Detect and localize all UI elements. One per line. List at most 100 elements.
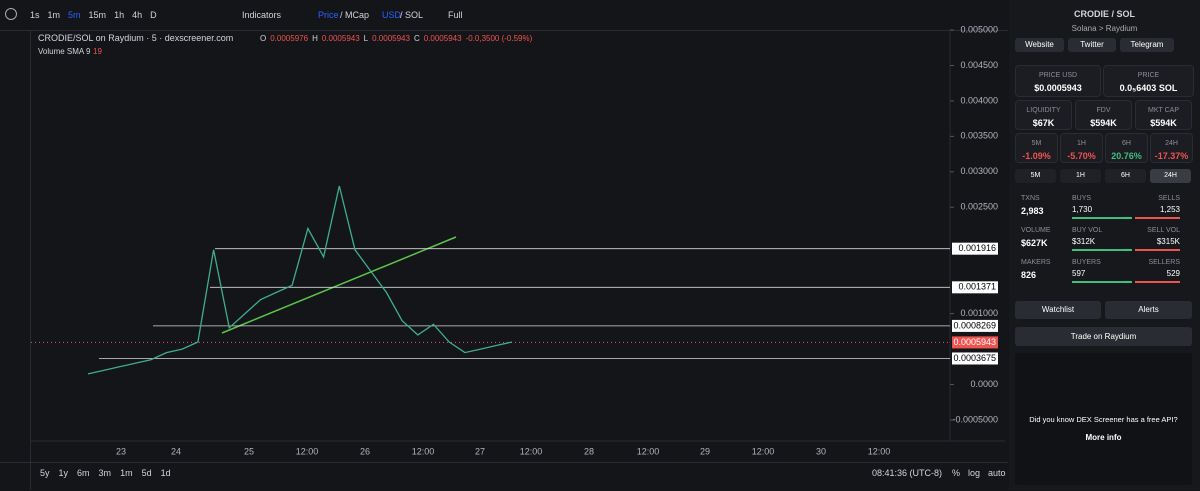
x-tick-label: 26 bbox=[360, 446, 370, 456]
link-button[interactable]: Twitter bbox=[1068, 38, 1116, 52]
ohlc-value: 0.0005943 bbox=[321, 34, 360, 43]
scale-option[interactable]: auto bbox=[988, 468, 1006, 478]
price-toggle[interactable]: Price bbox=[318, 10, 339, 20]
value: 0.0₅6403 SOL bbox=[1119, 83, 1178, 93]
range-button[interactable]: 3m bbox=[98, 468, 112, 478]
current-price-tag bbox=[952, 336, 998, 349]
sell-bar bbox=[1135, 249, 1180, 251]
alerts-button[interactable]: Alerts bbox=[1105, 301, 1192, 319]
pair-header: CRODIE / SOL bbox=[1009, 9, 1200, 19]
period-tab[interactable]: 24H bbox=[1150, 169, 1191, 183]
price-box: PRICE 0.0₅6403 SOL bbox=[1103, 65, 1194, 97]
api-text: Did you know DEX Screener has a free API… bbox=[1029, 415, 1178, 424]
y-tick-label: 0.003500 bbox=[960, 131, 998, 141]
y-tick-label: 0.004500 bbox=[960, 60, 998, 70]
link-button[interactable]: Website bbox=[1015, 38, 1064, 52]
y-tick-label: 0.001000 bbox=[960, 308, 998, 318]
level-label: 0.001371 bbox=[958, 282, 996, 292]
change-box: 5M -1.09% bbox=[1015, 133, 1058, 163]
stat-label: TXNS bbox=[1021, 195, 1040, 202]
label: 24H bbox=[1165, 140, 1178, 147]
label: 6H bbox=[1122, 140, 1131, 147]
level-tag bbox=[952, 352, 998, 365]
x-tick-label: 25 bbox=[244, 446, 254, 456]
label: PRICE USD bbox=[1038, 72, 1078, 79]
level-label: 0.0003675 bbox=[953, 353, 996, 363]
y-tick-label: 0.002500 bbox=[960, 202, 998, 212]
indicators-button[interactable]: Indicators bbox=[242, 10, 282, 20]
x-tick-label: 12:00 bbox=[752, 446, 775, 456]
buy-bar bbox=[1072, 281, 1132, 283]
interval-button[interactable]: 1s bbox=[30, 10, 40, 20]
stat-label: BUYS bbox=[1072, 195, 1092, 202]
mcap-toggle[interactable]: / MCap bbox=[340, 10, 370, 20]
ohlc-key: H bbox=[312, 34, 318, 43]
price-chart: 0.005000 0.004500 0.004000 0.003500 0.003000… bbox=[31, 24, 1005, 456]
interval-button[interactable]: 1m bbox=[47, 10, 61, 20]
period-tab[interactable]: 1H bbox=[1060, 169, 1101, 183]
interval-button[interactable]: 15m bbox=[88, 10, 107, 20]
x-tick-label: 12:00 bbox=[868, 446, 891, 456]
range-button[interactable]: 6m bbox=[77, 468, 90, 478]
stat-value: $315K bbox=[1156, 237, 1180, 246]
ohlc-value: 0.0005943 bbox=[423, 34, 462, 43]
level-label: 0.0008269 bbox=[953, 320, 996, 330]
metric-box: MKT CAP $594K bbox=[1135, 100, 1192, 130]
ohlc-key: L bbox=[363, 34, 369, 43]
x-tick-label: 12:00 bbox=[520, 446, 543, 456]
ohlc-legend: O 0.0005976 H 0.0005943 L 0.0005943 C 0.0005943… bbox=[260, 34, 532, 43]
label: LIQUIDITY bbox=[1026, 107, 1061, 114]
ohlc-value: 0.0005976 bbox=[270, 34, 309, 43]
value: $67K bbox=[1032, 118, 1055, 128]
interval-button[interactable]: D bbox=[150, 10, 157, 20]
volume-label: Volume SMA 9 bbox=[38, 47, 91, 56]
x-tick-label: 29 bbox=[700, 446, 710, 456]
range-button[interactable]: 1d bbox=[160, 468, 171, 478]
y-tick-label: 0.0000 bbox=[970, 379, 998, 389]
sol-toggle[interactable]: / SOL bbox=[400, 10, 424, 20]
period-tab[interactable]: 6H bbox=[1105, 169, 1146, 183]
label: MKT CAP bbox=[1148, 107, 1179, 114]
watchlist-button[interactable]: Watchlist bbox=[1015, 301, 1101, 319]
stat-label: VOLUME bbox=[1021, 227, 1051, 234]
api-panel: Did you know DEX Screener has a free API… bbox=[1015, 353, 1192, 485]
dex: Raydium bbox=[1105, 24, 1138, 33]
period-tab[interactable]: 5M bbox=[1015, 169, 1056, 183]
range-button[interactable]: 5d bbox=[141, 468, 152, 478]
stat-label: BUY VOL bbox=[1072, 227, 1103, 234]
range-button[interactable]: 1y bbox=[58, 468, 69, 478]
scale-option[interactable]: % bbox=[952, 468, 961, 478]
stat-value: $627K bbox=[1021, 238, 1048, 248]
fullscreen-button[interactable]: Full bbox=[448, 10, 463, 20]
price-line bbox=[87, 185, 513, 375]
bottom-bar: 5y 1y 6m 3m 1m 5d 1d 08:41:36 (UTC-8) % log auto bbox=[0, 462, 1008, 491]
label: PRICE bbox=[1137, 72, 1160, 79]
change-box: 1H -5.70% bbox=[1060, 133, 1103, 163]
scale-option[interactable]: log bbox=[968, 468, 981, 478]
y-tick-label: 0.004000 bbox=[960, 95, 998, 105]
usd-toggle[interactable]: USD bbox=[382, 10, 402, 20]
chart-title: CRODIE/SOL on Raydium · 5 · dexscreener.… bbox=[38, 33, 234, 43]
stat-value: 1,253 bbox=[1159, 205, 1180, 214]
toolbar: 1s 1m 5m 15m 1h 4h D Indicators Price / MCap U… bbox=[0, 0, 1008, 31]
range-button[interactable]: 1m bbox=[120, 468, 133, 478]
x-tick-label: 23 bbox=[116, 446, 126, 456]
interval-button[interactable]: 4h bbox=[132, 10, 143, 20]
scale-options: % log auto bbox=[952, 468, 1006, 478]
ohlc-value: 0.0005943 bbox=[372, 34, 410, 43]
link-button[interactable]: Telegram bbox=[1120, 38, 1174, 52]
trade-button[interactable]: Trade on Raydium bbox=[1015, 327, 1192, 346]
value: -5.70% bbox=[1067, 151, 1096, 161]
quote-name: / SOL bbox=[1111, 9, 1136, 19]
price-usd-box: PRICE USD $0.0005943 bbox=[1015, 65, 1101, 97]
sell-bar bbox=[1135, 217, 1180, 219]
x-tick-label: 30 bbox=[816, 446, 826, 456]
stat-label: SELLERS bbox=[1148, 259, 1180, 266]
interval-button[interactable]: 5m bbox=[68, 10, 81, 20]
trend-line bbox=[221, 236, 457, 334]
range-button[interactable]: 5y bbox=[40, 468, 50, 478]
sidebar: CRODIE / SOL Solana > Raydium PRICE USD $… bbox=[1009, 0, 1200, 490]
api-link[interactable]: More info bbox=[1085, 433, 1122, 442]
interval-button[interactable]: 1h bbox=[114, 10, 125, 20]
